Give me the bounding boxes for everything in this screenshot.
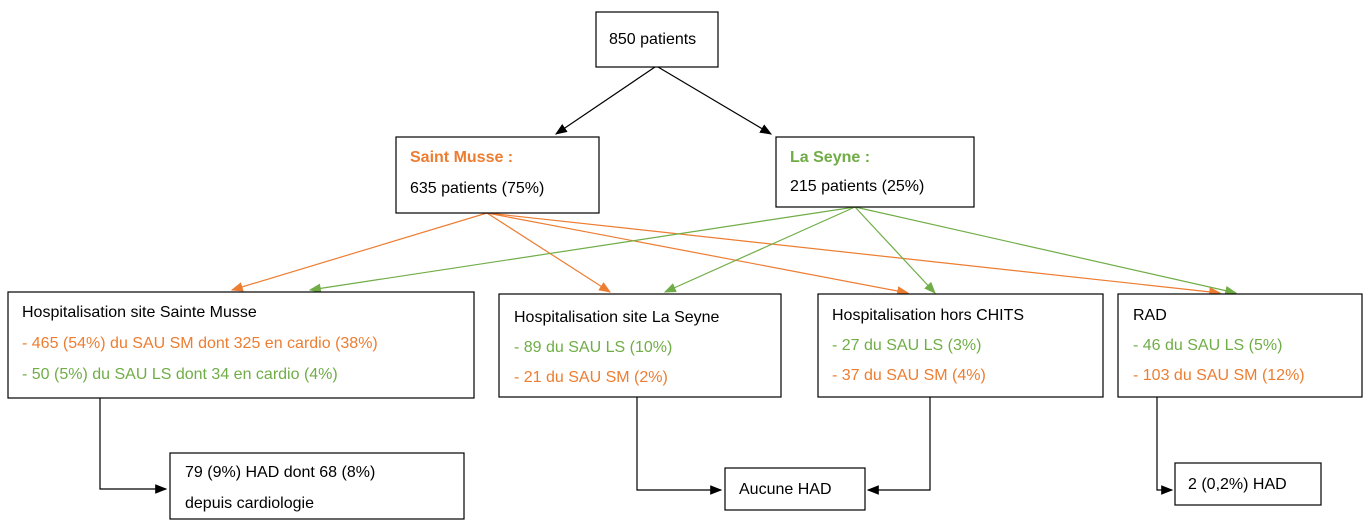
arrow [486, 212, 910, 296]
node-title: Hospitalisation hors CHITS [832, 307, 1024, 324]
node-title: RAD [1133, 307, 1167, 324]
arrow [636, 397, 723, 495]
arrow [230, 212, 488, 292]
node-text: - 89 du SAU LS (10%) [514, 339, 672, 356]
arrow [854, 206, 1238, 296]
node-text: 2 (0,2%) HAD [1188, 476, 1287, 493]
arrow [308, 206, 856, 294]
arrow [486, 212, 612, 293]
node-text: 850 patients [609, 31, 696, 48]
boxes [7, 11, 1363, 520]
node-box [817, 293, 1104, 398]
node-text: - 27 du SAU LS (3%) [832, 337, 981, 354]
arrow [555, 66, 656, 135]
arrows [99, 66, 1238, 495]
node-box [1174, 462, 1322, 506]
node-title: Hospitalisation site Sainte Musse [22, 304, 257, 321]
node-box [498, 293, 782, 398]
arrow [866, 397, 931, 495]
node-text: - 37 du SAU SM (4%) [832, 367, 986, 384]
node-box [724, 467, 866, 511]
node-text: - 103 du SAU SM (12%) [1133, 367, 1305, 384]
node-box [395, 136, 600, 214]
node-text: - 21 du SAU SM (2%) [514, 369, 668, 386]
node-box [1117, 293, 1363, 398]
arrow [663, 206, 856, 293]
node-text: - 465 (54%) du SAU SM dont 325 en cardio… [22, 335, 378, 352]
node-text: 215 patients (25%) [790, 178, 924, 195]
arrow [1156, 397, 1174, 495]
node-title: La Seyne : [790, 149, 870, 166]
node-title: Saint Musse : [410, 149, 513, 166]
arrow [854, 206, 936, 294]
arrow [99, 398, 168, 494]
arrow [657, 66, 773, 135]
arrow [486, 212, 1222, 297]
node-box [775, 136, 975, 208]
node-box [595, 11, 719, 68]
node-box [169, 452, 465, 520]
node-text: - 50 (5%) du SAU LS dont 34 en cardio (4… [22, 366, 338, 383]
node-text: 635 patients (75%) [410, 180, 544, 197]
node-text: Aucune HAD [739, 481, 832, 498]
node-text: depuis cardiologie [185, 495, 314, 512]
node-text: 79 (9%) HAD dont 68 (8%) [185, 464, 375, 481]
node-text: - 46 du SAU LS (5%) [1133, 337, 1282, 354]
node-title: Hospitalisation site La Seyne [514, 309, 720, 326]
labels: 850 patients Saint Musse : 635 patients … [22, 31, 1305, 512]
node-box [7, 291, 475, 399]
